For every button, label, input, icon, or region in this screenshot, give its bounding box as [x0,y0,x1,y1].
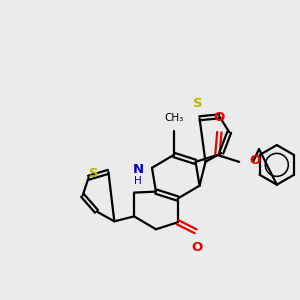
Text: N: N [133,163,144,176]
Text: CH₃: CH₃ [164,113,183,123]
Text: S: S [89,167,98,180]
Text: O: O [214,111,225,124]
Text: O: O [249,154,260,167]
Text: S: S [193,98,202,110]
Text: O: O [191,241,202,254]
Text: H: H [134,176,142,186]
